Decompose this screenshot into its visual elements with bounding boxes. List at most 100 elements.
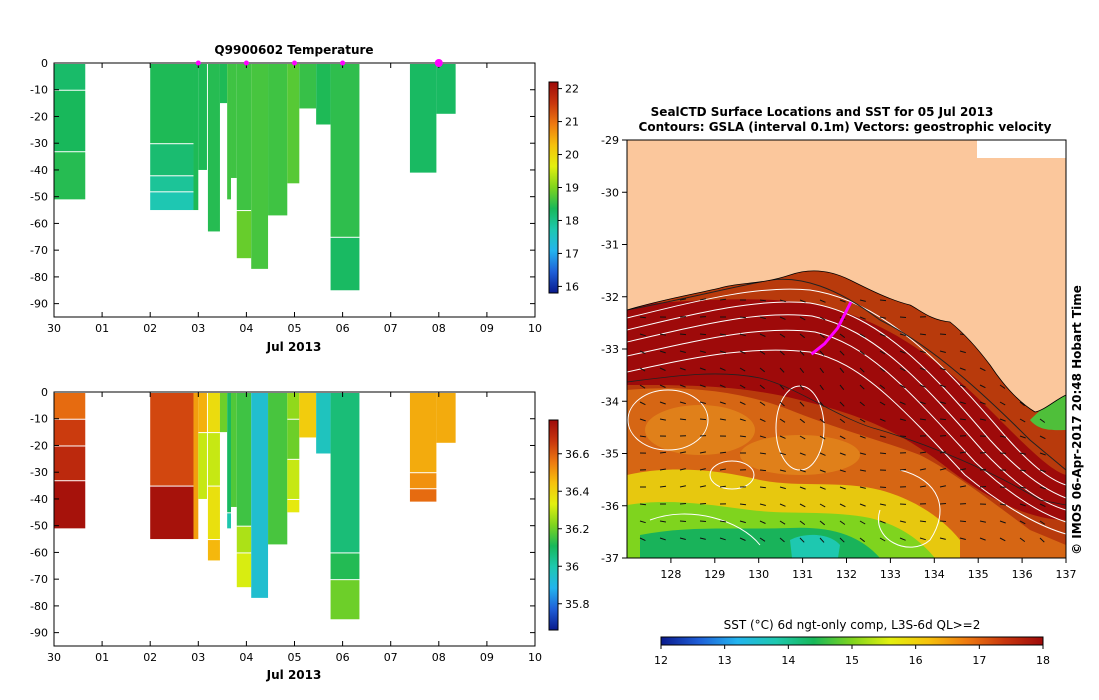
salinity-profile-panel: 0 -10 -20 -30 -40 -50 -60 -70 -80 -90 30 01 02 03 04 05… (30, 386, 589, 682)
salinity-cell (268, 393, 288, 545)
velocity-vector (819, 486, 826, 490)
sst-colorbar-tick-label: 14 (781, 654, 795, 667)
y-tick-label: -90 (30, 627, 48, 640)
y-tick-label: -40 (30, 493, 48, 506)
velocity-vector (679, 451, 686, 454)
velocity-vector (939, 537, 946, 540)
map-x-tick-label: 129 (704, 568, 725, 581)
sst-colorbar-ramp (660, 636, 1044, 646)
velocity-vector (959, 401, 966, 405)
velocity-vector (879, 537, 886, 542)
velocity-vector (759, 537, 766, 542)
velocity-vector (739, 316, 747, 319)
velocity-vector (1019, 520, 1026, 525)
velocity-vector (939, 503, 947, 505)
australia-land (627, 140, 1066, 413)
temperature-cell (207, 64, 220, 232)
velocity-vector (679, 503, 687, 505)
contour-line (627, 288, 1066, 486)
velocity-vector (799, 350, 805, 356)
velocity-vector (1019, 418, 1026, 423)
profile-marker (434, 59, 443, 67)
velocity-vector (819, 333, 825, 339)
velocity-vector (879, 503, 886, 506)
temperature-cell (150, 144, 194, 176)
velocity-vector (939, 367, 946, 371)
velocity-vector (659, 401, 666, 405)
velocity-vector (659, 384, 666, 388)
colorbar-tick-label: 20 (565, 149, 579, 162)
velocity-vector (759, 350, 766, 355)
velocity-vector (899, 468, 907, 471)
velocity-vector (919, 537, 926, 541)
salinity-cell (54, 419, 86, 446)
temperature-cell (54, 152, 86, 200)
velocity-vector (1019, 486, 1026, 489)
temperature-cell (227, 64, 232, 200)
velocity-vector (659, 333, 666, 336)
velocity-vector (839, 418, 846, 424)
profile-marker (195, 60, 201, 66)
velocity-vector (699, 503, 707, 505)
salinity-cell (54, 393, 86, 419)
velocity-vector (819, 384, 824, 391)
colorbar-tick-label: 36.6 (565, 448, 590, 461)
velocity-vector (999, 537, 1006, 542)
velocity-vector (859, 367, 865, 373)
y-tick-label: -30 (30, 137, 48, 150)
velocity-vector (719, 367, 726, 371)
velocity-vector (899, 384, 906, 389)
velocity-vector (659, 418, 666, 421)
y-tick-label: -10 (30, 84, 48, 97)
colorbar-tick-label: 22 (565, 83, 579, 96)
salinity-cell (198, 393, 207, 433)
velocity-vector (719, 485, 726, 488)
x-tick-label: 06 (336, 322, 350, 335)
velocity-vector (999, 384, 1006, 389)
warm-current-band (627, 299, 1066, 520)
velocity-vector (759, 469, 767, 472)
velocity-vector (679, 418, 687, 421)
y-tick-label: -80 (30, 271, 48, 284)
seal-track (810, 301, 853, 356)
salinity-cell (330, 393, 360, 553)
velocity-vector (1039, 520, 1046, 525)
velocity-vector (659, 367, 666, 371)
colorbar-tick-label: 36.2 (565, 523, 590, 536)
map-y-tick-label: -36 (601, 500, 619, 513)
x-tick-label: 04 (239, 651, 253, 664)
velocity-vector (999, 418, 1006, 422)
velocity-vector (659, 520, 666, 523)
salinity-cell (207, 393, 220, 433)
temperature-cell (150, 176, 194, 192)
velocity-vector (779, 384, 785, 390)
velocity-vector (839, 503, 846, 508)
velocity-vector (779, 537, 785, 543)
shelf-break-line (627, 278, 1066, 471)
velocity-vector (719, 401, 726, 405)
map-x-tick-label: 130 (748, 568, 769, 581)
velocity-vector (719, 333, 726, 336)
velocity-vector (839, 537, 845, 543)
velocity-vector (939, 401, 946, 404)
colorbar-tick-label: 36 (565, 560, 579, 573)
sst-map-panel: SealCTD Surface Locations and SST for 05… (601, 105, 1084, 667)
colorbar-tick-label: 19 (565, 182, 579, 195)
velocity-vector (939, 485, 946, 488)
y-tick-label: -20 (30, 110, 48, 123)
velocity-vector (959, 451, 966, 454)
map-y-tick-label: -34 (601, 395, 619, 408)
velocity-vector (859, 299, 866, 302)
velocity-vector (719, 350, 726, 354)
velocity-vector (819, 537, 825, 543)
salinity-cell (236, 526, 252, 553)
velocity-vector (759, 316, 766, 320)
temperature-chart-title: Q9900602 Temperature (214, 43, 373, 57)
velocity-vector (1039, 537, 1045, 543)
velocity-vector (759, 503, 766, 506)
velocity-vector (639, 435, 646, 438)
velocity-vector (679, 485, 686, 488)
velocity-vector (979, 537, 986, 541)
velocity-vector (639, 316, 646, 319)
